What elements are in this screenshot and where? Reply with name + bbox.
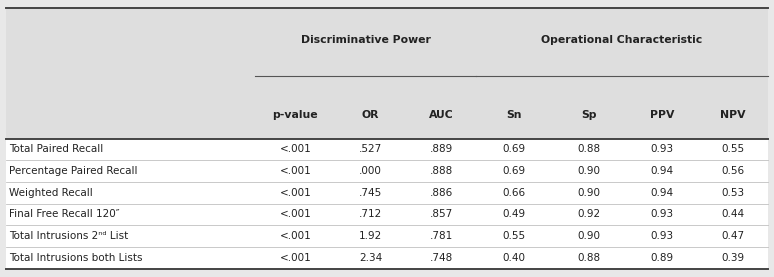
Text: 0.90: 0.90 <box>577 231 601 241</box>
Text: 0.39: 0.39 <box>721 253 744 263</box>
Bar <box>6 8 768 138</box>
Text: 0.47: 0.47 <box>721 231 744 241</box>
Text: 0.93: 0.93 <box>650 144 673 154</box>
Text: p-value: p-value <box>272 110 318 120</box>
Text: Discriminative Power: Discriminative Power <box>301 35 431 45</box>
Text: .000: .000 <box>359 166 382 176</box>
Text: <.001: <.001 <box>279 166 311 176</box>
Text: .888: .888 <box>430 166 453 176</box>
Text: OR: OR <box>361 110 379 120</box>
Text: Sn: Sn <box>506 110 522 120</box>
Text: <.001: <.001 <box>279 209 311 219</box>
Text: .886: .886 <box>430 188 453 198</box>
Text: PPV: PPV <box>650 110 674 120</box>
Text: Total Paired Recall: Total Paired Recall <box>9 144 104 154</box>
Bar <box>6 138 768 269</box>
Text: Percentage Paired Recall: Percentage Paired Recall <box>9 166 138 176</box>
Text: 2.34: 2.34 <box>359 253 382 263</box>
Text: 0.55: 0.55 <box>502 231 526 241</box>
Text: 0.92: 0.92 <box>577 209 601 219</box>
Text: 0.88: 0.88 <box>577 253 601 263</box>
Text: 0.90: 0.90 <box>577 166 601 176</box>
Text: 0.55: 0.55 <box>721 144 744 154</box>
Text: 0.94: 0.94 <box>650 188 673 198</box>
Text: .527: .527 <box>359 144 382 154</box>
Text: 0.93: 0.93 <box>650 209 673 219</box>
Text: 0.66: 0.66 <box>502 188 526 198</box>
Text: .748: .748 <box>430 253 453 263</box>
Text: 1.92: 1.92 <box>359 231 382 241</box>
Text: 0.53: 0.53 <box>721 188 744 198</box>
Text: 0.90: 0.90 <box>577 188 601 198</box>
Text: Weighted Recall: Weighted Recall <box>9 188 93 198</box>
Text: Sp: Sp <box>581 110 597 120</box>
Text: Total Intrusions 2ⁿᵈ List: Total Intrusions 2ⁿᵈ List <box>9 231 128 241</box>
Text: 0.44: 0.44 <box>721 209 744 219</box>
Text: .889: .889 <box>430 144 453 154</box>
Text: <.001: <.001 <box>279 231 311 241</box>
Text: 0.69: 0.69 <box>502 166 526 176</box>
Text: 0.40: 0.40 <box>502 253 526 263</box>
Text: .712: .712 <box>359 209 382 219</box>
Text: 0.89: 0.89 <box>650 253 673 263</box>
Text: AUC: AUC <box>429 110 454 120</box>
Text: 0.93: 0.93 <box>650 231 673 241</box>
Text: .745: .745 <box>359 188 382 198</box>
Text: 0.88: 0.88 <box>577 144 601 154</box>
Text: Total Intrusions both Lists: Total Intrusions both Lists <box>9 253 142 263</box>
Text: 0.94: 0.94 <box>650 166 673 176</box>
Text: .781: .781 <box>430 231 453 241</box>
Text: NPV: NPV <box>720 110 745 120</box>
Text: 0.69: 0.69 <box>502 144 526 154</box>
Text: Final Free Recall 120″: Final Free Recall 120″ <box>9 209 120 219</box>
Text: 0.49: 0.49 <box>502 209 526 219</box>
Text: .857: .857 <box>430 209 453 219</box>
Text: <.001: <.001 <box>279 144 311 154</box>
Text: Operational Characteristic: Operational Characteristic <box>542 35 703 45</box>
Text: 0.56: 0.56 <box>721 166 744 176</box>
Text: <.001: <.001 <box>279 253 311 263</box>
Text: <.001: <.001 <box>279 188 311 198</box>
